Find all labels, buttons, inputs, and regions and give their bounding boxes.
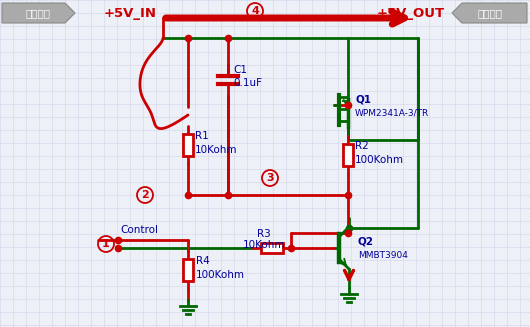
Polygon shape — [2, 3, 75, 23]
Text: R3: R3 — [257, 229, 271, 239]
Text: R1: R1 — [195, 131, 209, 141]
FancyBboxPatch shape — [183, 259, 193, 281]
FancyBboxPatch shape — [343, 144, 353, 166]
Text: 100Kohm: 100Kohm — [355, 155, 404, 165]
Text: 电源输出: 电源输出 — [477, 8, 502, 18]
FancyBboxPatch shape — [183, 134, 193, 156]
Text: Control: Control — [120, 225, 158, 235]
Text: 1: 1 — [102, 239, 110, 249]
FancyBboxPatch shape — [261, 243, 283, 253]
Text: +5V_IN: +5V_IN — [104, 7, 157, 20]
Text: R4: R4 — [196, 256, 210, 266]
Text: Q2: Q2 — [358, 237, 374, 247]
Text: Q1: Q1 — [355, 94, 371, 104]
Text: +5V_OUT: +5V_OUT — [377, 7, 445, 20]
Text: C1: C1 — [233, 65, 247, 75]
Text: MMBT3904: MMBT3904 — [358, 251, 408, 261]
Text: 10Kohm: 10Kohm — [195, 145, 237, 155]
Text: 2: 2 — [141, 190, 149, 200]
Text: 4: 4 — [251, 6, 259, 16]
Text: 100Kohm: 100Kohm — [196, 270, 245, 280]
Text: 电源输入: 电源输入 — [26, 8, 51, 18]
Text: 10Kohm: 10Kohm — [243, 240, 285, 250]
Text: WPM2341A-3/TR: WPM2341A-3/TR — [355, 109, 429, 117]
Text: 0.1uF: 0.1uF — [233, 78, 262, 88]
Text: 3: 3 — [266, 173, 274, 183]
Text: R2: R2 — [355, 141, 369, 151]
Polygon shape — [452, 3, 527, 23]
